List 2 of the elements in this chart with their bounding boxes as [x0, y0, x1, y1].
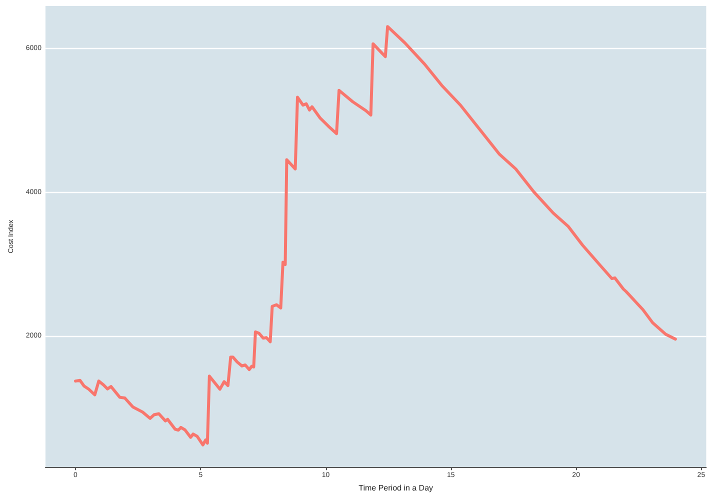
line-series	[74, 25, 677, 446]
x-axis-title: Time Period in a Day	[358, 484, 434, 492]
